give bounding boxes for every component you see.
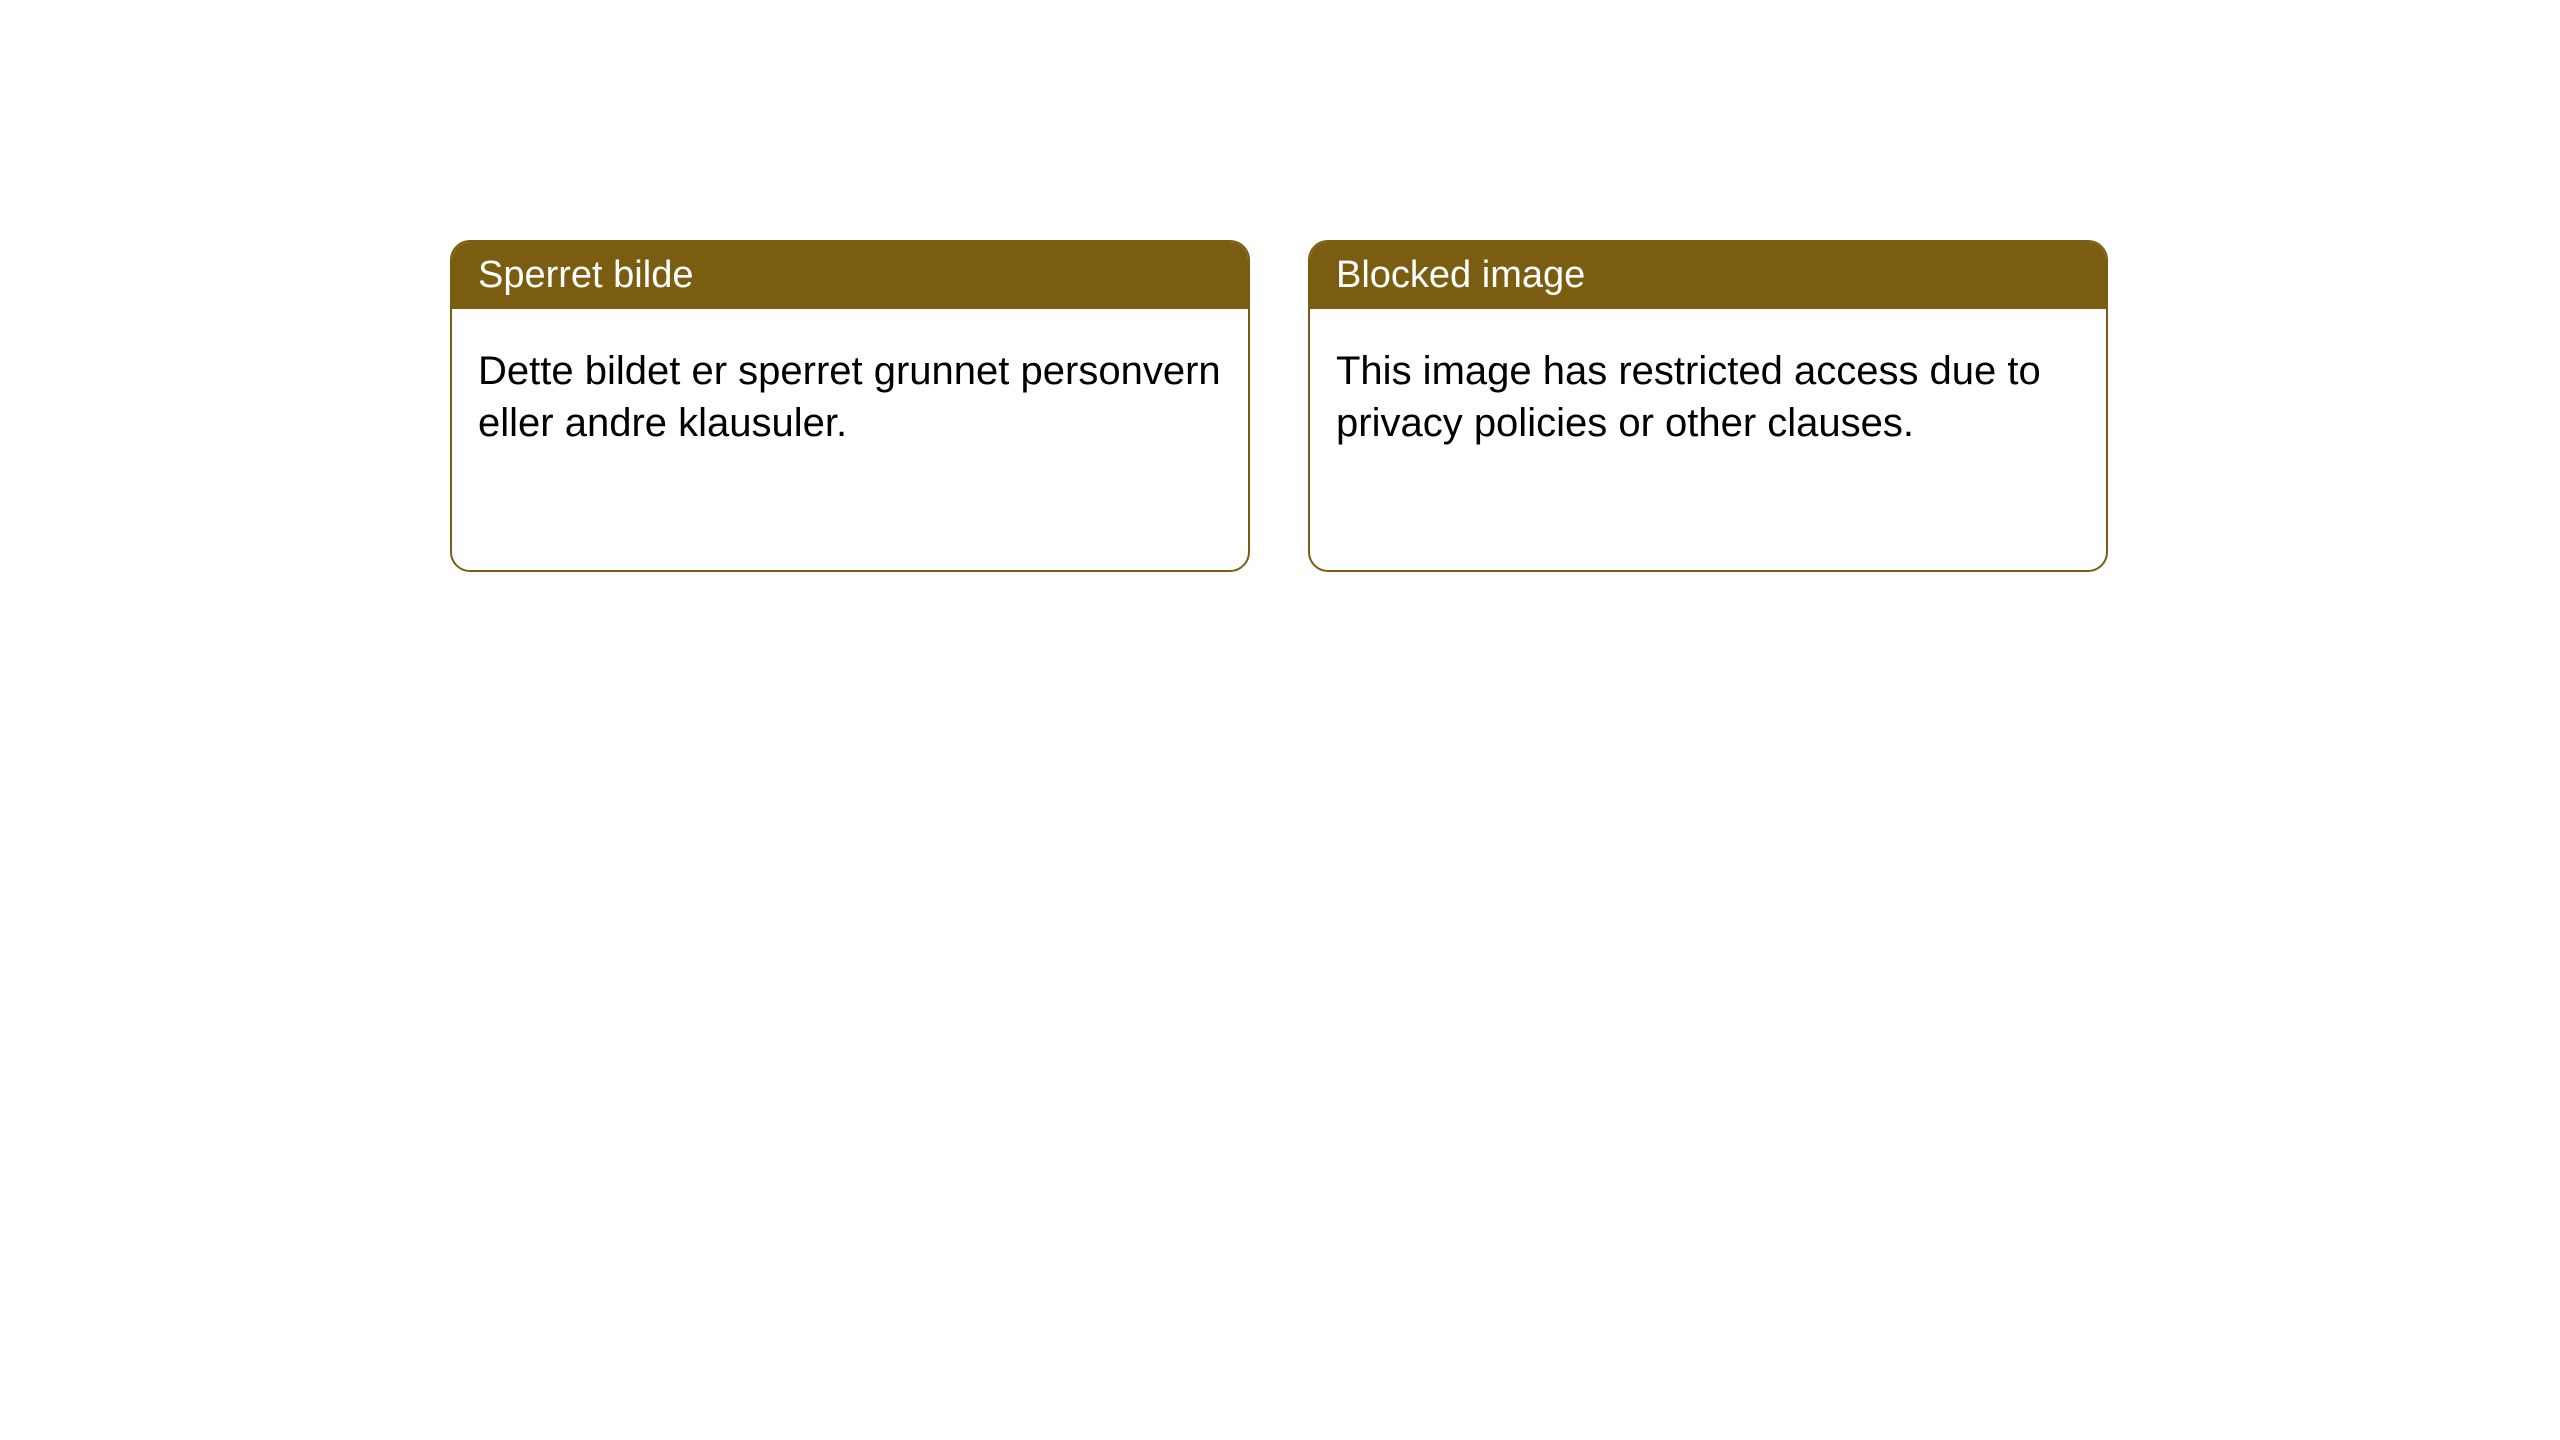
notice-card-english: Blocked image This image has restricted … (1308, 240, 2108, 572)
notice-container: Sperret bilde Dette bildet er sperret gr… (450, 240, 2560, 572)
notice-body: Dette bildet er sperret grunnet personve… (452, 309, 1248, 485)
notice-body: This image has restricted access due to … (1310, 309, 2106, 485)
notice-header: Blocked image (1310, 242, 2106, 309)
notice-header: Sperret bilde (452, 242, 1248, 309)
notice-card-norwegian: Sperret bilde Dette bildet er sperret gr… (450, 240, 1250, 572)
